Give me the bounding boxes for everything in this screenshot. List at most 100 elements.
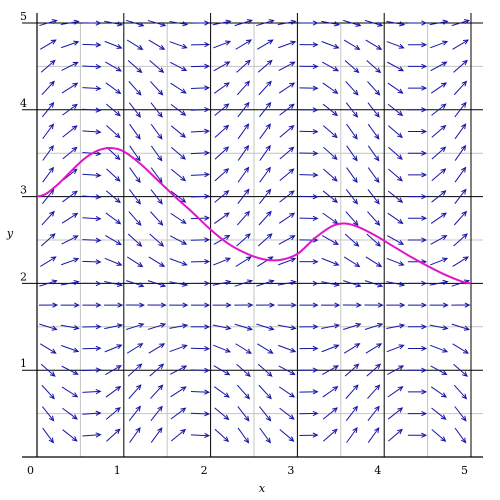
direction-arrow <box>387 61 405 72</box>
direction-arrow <box>39 19 58 27</box>
arrow-head <box>421 345 428 352</box>
arrow-shaft <box>126 19 144 27</box>
arrow-head <box>266 393 272 400</box>
arrow-shaft <box>105 235 122 245</box>
arrow-shaft <box>60 281 79 286</box>
direction-arrow <box>42 166 54 183</box>
arrow-shaft <box>431 146 446 160</box>
arrow-shaft <box>237 102 250 118</box>
arrow-head <box>460 166 467 173</box>
arrow-head <box>421 85 428 91</box>
y-tick-label: 3 <box>20 184 27 197</box>
arrow-head <box>397 88 404 94</box>
direction-arrow <box>365 343 383 354</box>
arrow-head <box>160 282 167 288</box>
arrow-shaft <box>105 82 121 94</box>
arrow-shaft <box>386 258 404 266</box>
arrow-head <box>399 281 406 287</box>
arrow-head <box>157 405 163 412</box>
arrow-head <box>265 415 272 422</box>
arrow-head <box>266 80 272 87</box>
direction-arrow <box>82 367 102 373</box>
arrow-shaft <box>129 145 141 161</box>
arrow-head <box>223 124 230 131</box>
arrow-shaft <box>61 41 79 49</box>
arrow-head <box>95 367 102 373</box>
direction-arrow <box>212 19 232 26</box>
arrow-shaft <box>129 123 141 140</box>
direction-arrow <box>126 39 144 50</box>
arrow-shaft <box>170 190 186 203</box>
arrow-shaft <box>343 19 361 27</box>
arrow-head <box>71 414 78 420</box>
direction-arrow <box>322 386 339 398</box>
direction-arrow <box>190 280 211 286</box>
direction-arrow <box>407 215 428 221</box>
direction-arrow <box>105 61 122 72</box>
arrow-shaft <box>147 280 166 287</box>
arrow-shaft <box>388 168 403 182</box>
arrow-shaft <box>214 125 229 138</box>
arrow-head <box>289 212 296 218</box>
arrow-head <box>288 146 295 153</box>
arrow-shaft <box>388 146 403 160</box>
direction-arrow <box>169 323 189 329</box>
arrow-shaft <box>259 189 271 204</box>
arrow-shaft <box>126 256 143 267</box>
direction-arrow <box>299 42 319 48</box>
direction-arrow <box>451 19 471 27</box>
arrow-shaft <box>61 213 78 224</box>
direction-arrow <box>430 365 448 376</box>
direction-arrow <box>344 60 360 74</box>
direction-arrow <box>345 102 359 118</box>
arrow-shaft <box>366 60 381 73</box>
arrow-shaft <box>454 406 467 422</box>
arrow-head <box>246 279 253 285</box>
arrow-head <box>265 166 271 173</box>
arrow-head <box>334 302 341 308</box>
direction-arrow <box>214 190 230 203</box>
arrow-head <box>204 193 211 200</box>
arrow-head <box>399 302 406 308</box>
direction-arrow <box>343 19 362 27</box>
direction-arrow <box>367 405 380 422</box>
arrow-head <box>180 218 187 224</box>
arrow-head <box>288 414 295 420</box>
arrow-head <box>180 154 186 160</box>
arrow-shaft <box>429 324 448 329</box>
direction-arrow <box>431 190 447 203</box>
direction-arrow <box>259 427 271 444</box>
arrow-head <box>181 43 188 49</box>
direction-arrow <box>430 257 449 266</box>
direction-arrow <box>42 406 55 422</box>
direction-arrow <box>407 324 428 330</box>
arrow-shaft <box>367 81 380 96</box>
direction-arrow <box>454 144 467 161</box>
arrow-shaft <box>278 344 296 353</box>
direction-arrow <box>430 61 448 72</box>
direction-arrow <box>61 345 80 353</box>
direction-arrow <box>299 215 319 222</box>
arrow-shaft <box>364 280 383 287</box>
arrow-shaft <box>237 167 249 183</box>
arrow-head <box>442 279 449 286</box>
arrow-shaft <box>386 281 405 286</box>
direction-arrow <box>387 103 404 117</box>
arrow-shaft <box>150 427 163 443</box>
arrow-shaft <box>61 365 78 375</box>
arrow-head <box>397 407 404 413</box>
arrow-head <box>204 150 211 156</box>
arrow-shaft <box>42 167 54 183</box>
direction-arrow <box>129 167 141 184</box>
direction-arrow <box>322 82 339 94</box>
arrow-head <box>115 365 122 371</box>
direction-arrow <box>257 363 273 377</box>
direction-arrow <box>299 324 319 330</box>
arrow-shaft <box>345 406 358 422</box>
arrow-head <box>244 210 251 217</box>
direction-arrow <box>258 80 272 96</box>
arrow-shaft <box>259 406 271 421</box>
arrow-shaft <box>105 103 121 116</box>
arrow-head <box>204 411 211 417</box>
arrow-shaft <box>453 363 468 377</box>
